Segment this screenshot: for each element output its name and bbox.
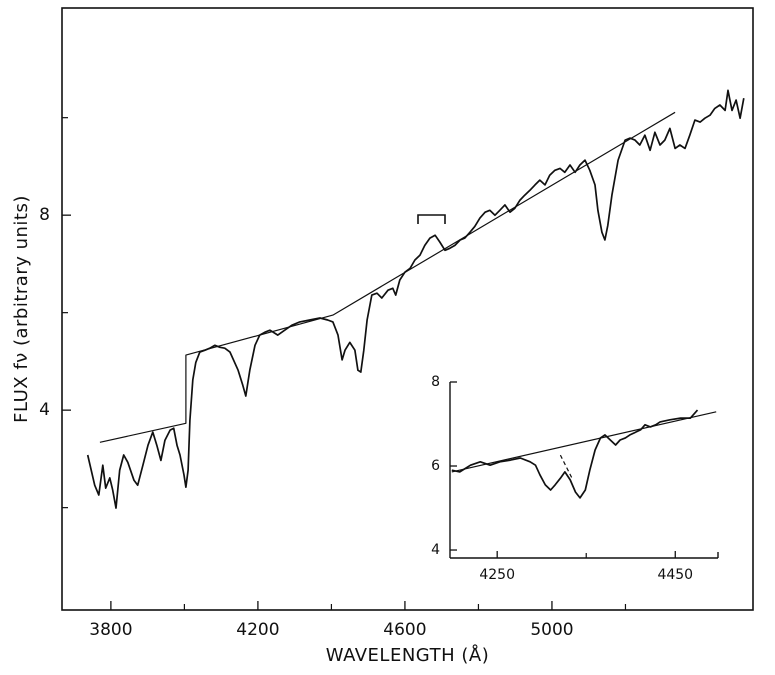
- x-tick-label: 4600: [383, 620, 426, 640]
- x-tick-label: 4450: [657, 567, 693, 583]
- plot-frame: [61, 7, 754, 611]
- y-axis-label: FLUX fν (arbitrary units): [11, 195, 32, 423]
- x-axis-label: WAVELENGTH (Å): [326, 644, 489, 666]
- series-line: [559, 454, 573, 479]
- series-line: [451, 411, 717, 473]
- x-tick-label: 5000: [530, 620, 573, 640]
- series-line: [99, 111, 676, 443]
- y-tick-label: 6: [431, 458, 440, 474]
- x-tick-label: 3800: [89, 620, 132, 640]
- y-tick-label: 4: [431, 542, 440, 558]
- x-tick-label: 4200: [236, 620, 279, 640]
- series-line: [451, 409, 699, 499]
- y-tick-label: 8: [431, 374, 440, 390]
- x-tick-label: 4250: [479, 567, 515, 583]
- y-tick-label: 8: [39, 205, 50, 225]
- series-line: [86, 89, 745, 509]
- bracket: [417, 214, 446, 224]
- y-tick-label: 4: [39, 400, 50, 420]
